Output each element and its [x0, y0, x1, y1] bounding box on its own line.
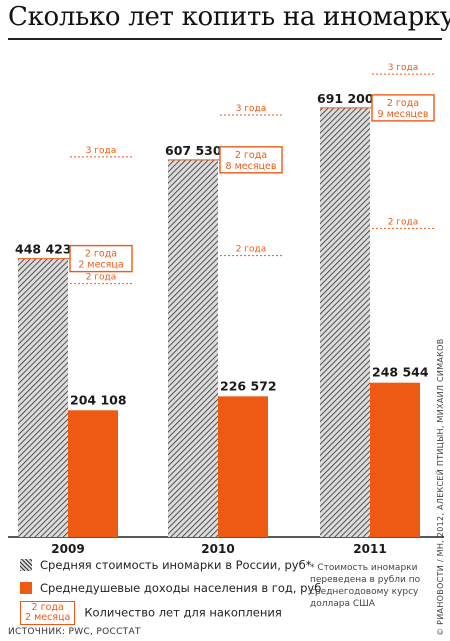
footnote: * Стоимость иномарки переведена в рубли … — [310, 563, 421, 609]
income-value-label-2009: 204 108 — [70, 392, 127, 407]
years-callout-line-1-2009: 2 года — [85, 249, 117, 260]
legend-income: Среднедушевые доходы населения в год, ру… — [20, 581, 321, 595]
legend-years: 2 года 2 месяца Количество лет для накопле… — [20, 601, 282, 625]
years-callout-box-2009 — [69, 244, 133, 273]
income-value-label-2010: 226 572 — [220, 378, 277, 393]
legend-hatch-swatch — [20, 559, 32, 571]
year-label-2010: 2010 — [201, 542, 234, 556]
reference-label-3-2011: 3 года — [388, 63, 419, 73]
legend-box-line-2: 2 месяца — [25, 612, 71, 623]
cost-bar-2011 — [320, 107, 370, 537]
reference-label-2-2009: 2 года — [86, 273, 117, 283]
year-label-2011: 2011 — [353, 542, 386, 556]
cost-value-label-2011: 691 200 — [317, 91, 374, 106]
cost-bar-2010 — [168, 159, 218, 537]
source-note: ИСТОЧНИК: PWC, РОССТАТ — [8, 627, 141, 637]
years-callout-line-1-2011: 2 года — [387, 98, 419, 109]
cost-value-label-2009: 448 423 — [15, 242, 72, 257]
income-value-label-2011: 248 544 — [372, 365, 429, 380]
cost-bar-2009 — [18, 258, 68, 537]
legend-box-line-1: 2 года — [31, 602, 64, 613]
reference-label-2-2011: 2 года — [388, 217, 419, 227]
years-callout-line-2-2009: 2 месяца — [78, 260, 123, 271]
legend-years-box: 2 года 2 месяца — [20, 601, 76, 625]
reference-label-3-2010: 3 года — [236, 104, 267, 114]
legend-cost: Средняя стоимость иномарки в России, руб… — [20, 558, 311, 572]
income-bar-2010 — [218, 396, 268, 537]
income-bar-2009 — [68, 410, 118, 537]
legend-cost-label: Средняя стоимость иномарки в России, руб… — [40, 558, 312, 572]
reference-label-3-2009: 3 года — [86, 146, 117, 156]
year-label-2009: 2009 — [51, 542, 84, 556]
income-bar-2011 — [370, 382, 420, 537]
legend-years-label: Количество лет для накопления — [84, 605, 282, 620]
years-callout-line-2-2011: 9 месяцев — [378, 109, 429, 120]
legend-orange-swatch — [20, 582, 32, 594]
reference-label-2-2010: 2 года — [236, 245, 267, 255]
title-rule — [8, 38, 442, 40]
years-callout-line-2-2010: 8 месяцев — [226, 161, 277, 172]
cost-value-label-2010: 607 530 — [165, 143, 222, 158]
years-callout-line-1-2010: 2 года — [235, 150, 267, 161]
chart-title: Сколько лет копить на иномарку? — [8, 2, 450, 32]
credit-line: © РИАНОВОСТИ / МН, 2012, АЛЕКСЕЙ ПТИЦЫН,… — [436, 338, 445, 636]
legend-income-label: Среднедушевые доходы населения в год, ру… — [40, 581, 322, 595]
